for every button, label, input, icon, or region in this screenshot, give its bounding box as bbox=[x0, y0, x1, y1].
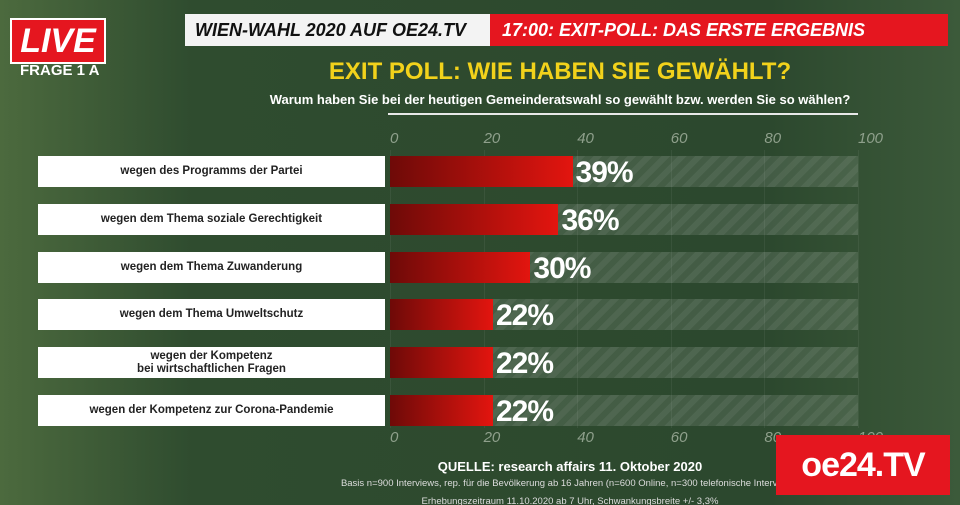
category-label: wegen des Programms der Partei bbox=[38, 156, 385, 187]
chart-subtitle: Warum haben Sie bei der heutigen Gemeind… bbox=[269, 92, 851, 107]
x-tick-label: 40 bbox=[577, 429, 594, 446]
grid-line bbox=[764, 150, 766, 428]
question-number: FRAGE 1 A bbox=[20, 62, 100, 79]
x-tick-label: 0 bbox=[390, 130, 399, 147]
x-tick-label: 80 bbox=[764, 130, 782, 147]
chart-title: EXIT POLL: WIE HABEN SIE GEWÄHLT? bbox=[328, 58, 792, 85]
bar bbox=[390, 347, 493, 379]
value-label: 22% bbox=[495, 395, 554, 428]
category-label: wegen dem Thema Zuwanderung bbox=[38, 251, 385, 283]
show-title: WIEN-WAHL 2020 AUF OE24.TV bbox=[195, 20, 467, 40]
grid-line bbox=[577, 150, 579, 428]
value-label: 22% bbox=[495, 347, 554, 381]
ticker-strip bbox=[490, 14, 948, 46]
grid-line bbox=[858, 150, 859, 428]
category-label: wegen der Kompetenz bei wirtschaftlichen… bbox=[38, 347, 385, 379]
bar bbox=[390, 203, 559, 235]
x-tick-label: 40 bbox=[577, 130, 594, 147]
value-label: 39% bbox=[575, 156, 634, 189]
bar bbox=[390, 299, 493, 331]
category-label: wegen dem Thema soziale Gerechtigkeit bbox=[38, 203, 385, 235]
source: QUELLE: research affairs 11. Oktober 202… bbox=[437, 459, 703, 474]
value-label: 22% bbox=[495, 299, 554, 333]
show-strip bbox=[185, 14, 490, 46]
x-tick-label: 60 bbox=[670, 429, 688, 446]
grid-line bbox=[390, 150, 391, 428]
logo: oe24.TV bbox=[776, 435, 950, 495]
x-tick-label: 20 bbox=[483, 429, 501, 446]
x-tick-label: 60 bbox=[670, 130, 688, 147]
grid-line bbox=[670, 150, 672, 428]
value-label: 30% bbox=[533, 251, 591, 285]
live-badge: LIVE bbox=[10, 18, 106, 64]
x-tick-label: 20 bbox=[483, 130, 501, 147]
category-label: wegen dem Thema Umweltschutz bbox=[38, 299, 385, 331]
category-label: wegen der Kompetenz zur Corona-Pandemie bbox=[38, 395, 385, 426]
value-label: 36% bbox=[561, 203, 619, 237]
x-tick-label: 0 bbox=[390, 429, 399, 446]
ticker-text: 17:00: EXIT-POLL: DAS ERSTE ERGEBNIS bbox=[502, 20, 866, 40]
basis-note: Basis n=900 Interviews, rep. für die Bev… bbox=[340, 478, 800, 489]
x-tick-label: 100 bbox=[858, 130, 884, 147]
bar bbox=[390, 156, 573, 187]
bar bbox=[390, 251, 531, 283]
bar bbox=[390, 395, 493, 426]
period-note: Erhebungszeitraum 11.10.2020 ab 7 Uhr, S… bbox=[421, 496, 719, 505]
title-rule bbox=[388, 113, 858, 115]
grid-line bbox=[483, 150, 485, 428]
